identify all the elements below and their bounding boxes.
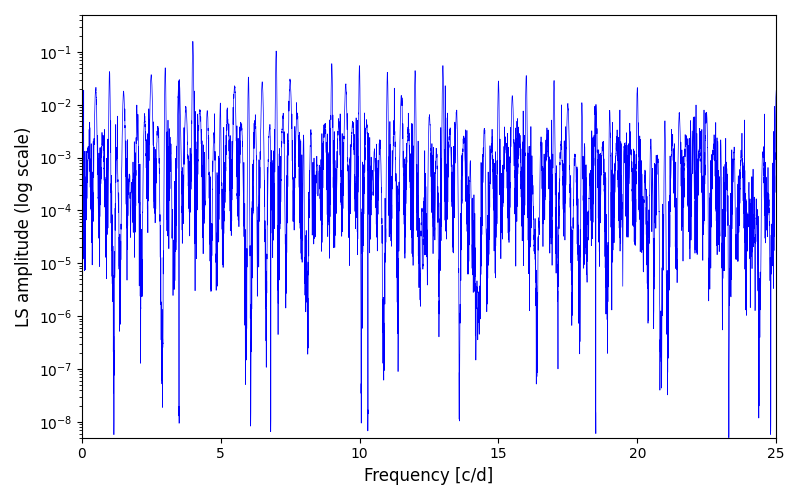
X-axis label: Frequency [c/d]: Frequency [c/d] [364, 467, 494, 485]
Y-axis label: LS amplitude (log scale): LS amplitude (log scale) [15, 126, 33, 326]
